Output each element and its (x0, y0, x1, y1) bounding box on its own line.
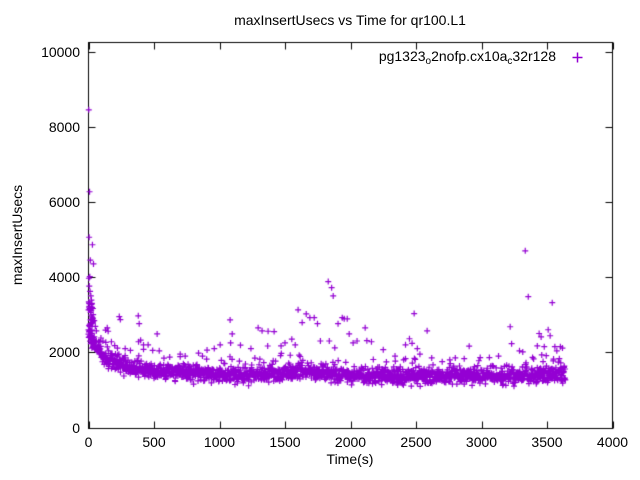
x-tick-label: 3500 (531, 434, 563, 450)
legend-label: pg1323o2nofp.cx10ac32r128 (379, 48, 556, 67)
y-tick-label: 0 (72, 419, 80, 436)
y-tick-label: 4000 (48, 269, 80, 286)
x-tick-label: 1000 (203, 434, 236, 450)
legend: pg1323o2nofp.cx10ac32r128 (379, 48, 583, 67)
legend-label-part: 2nofp.cx10a (431, 47, 508, 64)
legend-label-subscript: c (507, 55, 513, 67)
x-tick-label: 1500 (269, 434, 301, 450)
x-tick-label: 3000 (465, 434, 498, 450)
plus-marker-icon (572, 52, 583, 63)
legend-label-part: pg1323 (378, 47, 426, 64)
x-axis-title: Time(s) (326, 451, 374, 467)
x-tick-label: 2000 (334, 434, 367, 450)
chart-title: maxInsertUsecs vs Time for qr100.L1 (234, 12, 466, 28)
y-tick-label: 6000 (48, 193, 80, 210)
legend-label-subscript: o (425, 55, 432, 67)
y-tick-label: 2000 (48, 344, 80, 361)
x-tick-label: 500 (142, 434, 166, 450)
y-tick-label: 8000 (48, 118, 80, 135)
legend-label-part: 32r128 (512, 47, 556, 64)
y-tick-label: 10000 (41, 43, 80, 60)
x-tick-label: 0 (84, 434, 93, 450)
x-tick-label: 4000 (596, 434, 629, 450)
x-tick-label: 2500 (400, 434, 432, 450)
